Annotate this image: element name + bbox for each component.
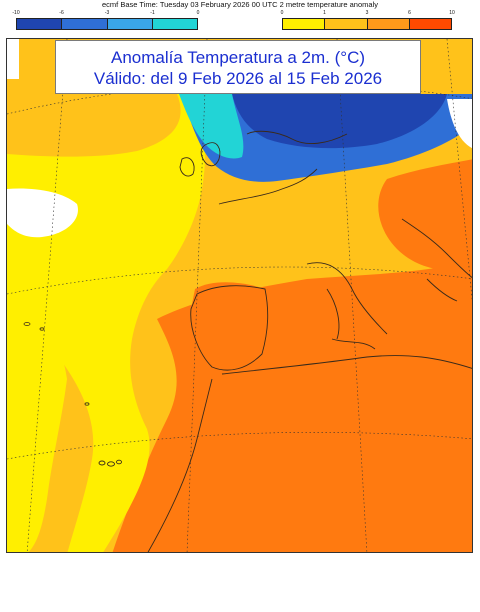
scale-swatch (367, 19, 410, 29)
neutral-patch-west (7, 188, 78, 238)
anomaly-map (6, 38, 473, 553)
canary-islands (98, 459, 122, 467)
neutral-patch-northwest (7, 39, 19, 79)
atlantic-yellow-southwest (7, 299, 67, 552)
scale-label: 1 (323, 10, 326, 16)
header-text: ecmf Base Time: Tuesday 03 February 2026… (102, 0, 378, 9)
negative-scale-labels: -10 -6 -3 -1 0 (12, 10, 200, 17)
map-title-box: Anomalía Temperatura a 2m. (°C) Válido: … (55, 40, 421, 94)
scale-label: 10 (449, 10, 455, 16)
scale-label: 0 (280, 10, 284, 16)
scale-swatch (409, 19, 451, 29)
scale-label: -10 (12, 10, 20, 16)
scale-label: -6 (59, 10, 64, 16)
scale-swatch (62, 19, 108, 29)
scale-swatch (325, 19, 368, 29)
positive-color-scale (282, 18, 452, 30)
atlantic-islands (23, 322, 90, 406)
negative-color-scale (16, 18, 198, 30)
scale-label: -3 (104, 10, 110, 16)
scale-swatch (17, 19, 63, 29)
scale-swatch (283, 19, 326, 29)
map-title: Anomalía Temperatura a 2m. (°C) (110, 48, 366, 67)
scale-swatch (152, 19, 197, 29)
scale-label: 3 (365, 10, 369, 16)
iberia-warm-area (190, 282, 268, 371)
warm-anomaly-east-region (378, 159, 472, 271)
map-svg (7, 39, 472, 552)
scale-label: -1 (150, 10, 155, 16)
neutral-patch-northeast (447, 99, 472, 148)
positive-scale-labels: 0 1 3 6 10 (280, 10, 455, 17)
cyan-anomaly-north-sea (179, 94, 244, 159)
strong-cold-anomaly-scandinavia (232, 94, 447, 149)
map-validity: Válido: del 9 Feb 2026 al 15 Feb 2026 (93, 69, 383, 88)
scale-label: 0 (196, 10, 200, 16)
coastlines (147, 130, 472, 552)
scale-label: 6 (408, 10, 411, 16)
scale-swatch (107, 19, 153, 29)
